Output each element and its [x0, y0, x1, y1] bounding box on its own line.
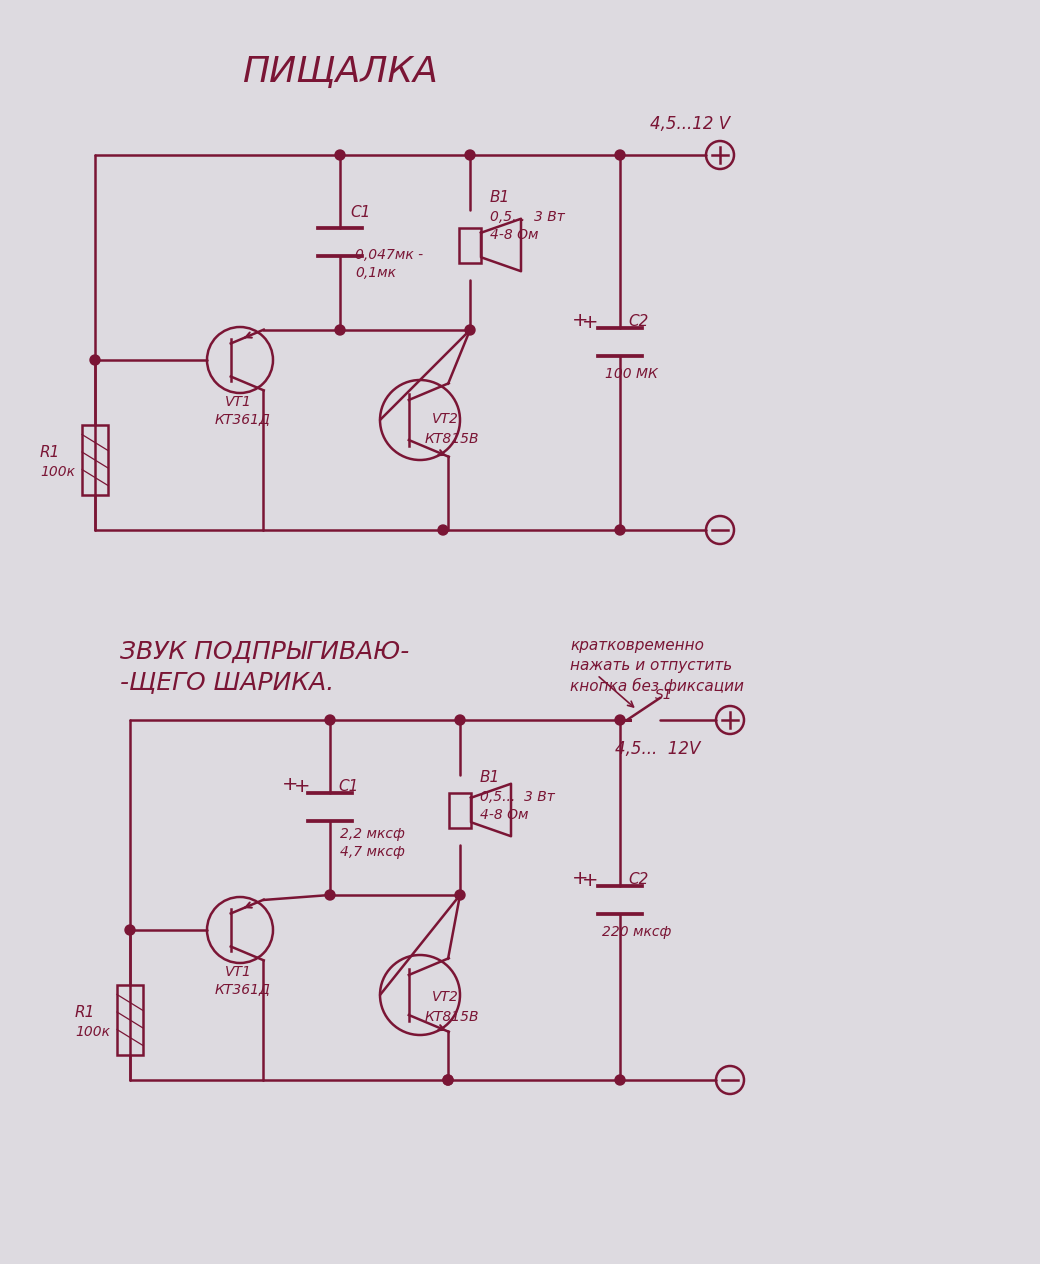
Circle shape: [443, 1074, 453, 1085]
Circle shape: [456, 890, 465, 900]
Circle shape: [456, 715, 465, 726]
Circle shape: [90, 355, 100, 365]
Text: VT1: VT1: [225, 964, 252, 980]
Text: 0,5...  3 Вт: 0,5... 3 Вт: [490, 210, 565, 224]
Text: КТ361Д: КТ361Д: [215, 412, 270, 426]
Text: 4,5...  12V: 4,5... 12V: [615, 739, 700, 758]
Text: -ЩЕГО ШАРИКА.: -ЩЕГО ШАРИКА.: [120, 670, 334, 694]
Text: C2: C2: [628, 313, 648, 329]
Text: 0,047мк -: 0,047мк -: [355, 248, 423, 262]
Text: +: +: [572, 311, 589, 330]
Text: +: +: [293, 777, 310, 796]
Text: 4-8 Ом: 4-8 Ом: [490, 228, 539, 241]
Circle shape: [324, 715, 335, 726]
Bar: [116, 985, 144, 1055]
Circle shape: [615, 1074, 625, 1085]
Text: ЗВУК ПОДПРЫГИВАЮ-: ЗВУК ПОДПРЫГИВАЮ-: [120, 640, 410, 664]
Text: C1: C1: [350, 205, 370, 220]
Circle shape: [465, 325, 475, 335]
Circle shape: [443, 1074, 453, 1085]
Circle shape: [465, 150, 475, 161]
Text: 4,5...12 V: 4,5...12 V: [650, 115, 730, 133]
Text: 0,1мк: 0,1мк: [355, 265, 396, 281]
Text: C1: C1: [338, 779, 359, 794]
Text: КТ361Д: КТ361Д: [215, 982, 270, 996]
Text: 2,2 мксф: 2,2 мксф: [340, 827, 405, 841]
Text: 100к: 100к: [75, 1025, 110, 1039]
Circle shape: [615, 150, 625, 161]
Circle shape: [324, 890, 335, 900]
Circle shape: [615, 715, 625, 726]
Circle shape: [335, 325, 345, 335]
Bar: [459, 228, 480, 263]
Text: B1: B1: [480, 770, 500, 785]
Text: R1: R1: [75, 1005, 96, 1020]
Text: +: +: [282, 776, 298, 795]
Text: +: +: [572, 868, 589, 887]
Circle shape: [125, 925, 135, 935]
Bar: [449, 793, 471, 828]
Circle shape: [335, 150, 345, 161]
Text: VT1: VT1: [225, 394, 252, 410]
Text: B1: B1: [490, 190, 511, 205]
Text: кратковременно: кратковременно: [570, 638, 704, 653]
Text: кнопка без фиксации: кнопка без фиксации: [570, 678, 744, 694]
Text: 100 МК: 100 МК: [605, 367, 658, 380]
Text: +: +: [581, 871, 598, 890]
Circle shape: [615, 525, 625, 535]
Circle shape: [438, 525, 448, 535]
Bar: [82, 425, 108, 495]
Text: +: +: [581, 312, 598, 331]
Text: VT2: VT2: [432, 412, 459, 426]
Text: КТ815В: КТ815В: [425, 1010, 479, 1024]
Text: C2: C2: [628, 872, 648, 887]
Text: КТ815В: КТ815В: [425, 432, 479, 446]
Text: 0,5...  3 Вт: 0,5... 3 Вт: [480, 790, 555, 804]
Text: ПИЩАЛКА: ПИЩАЛКА: [242, 56, 438, 88]
Text: 4,7 мксф: 4,7 мксф: [340, 846, 405, 860]
Text: R1: R1: [40, 445, 60, 460]
Text: 100к: 100к: [40, 465, 75, 479]
Text: 4-8 Ом: 4-8 Ом: [480, 808, 528, 822]
Text: VT2: VT2: [432, 990, 459, 1004]
Text: нажать и отпустить: нажать и отпустить: [570, 659, 732, 672]
Text: S1: S1: [655, 688, 673, 702]
Text: 220 мксф: 220 мксф: [602, 925, 672, 939]
